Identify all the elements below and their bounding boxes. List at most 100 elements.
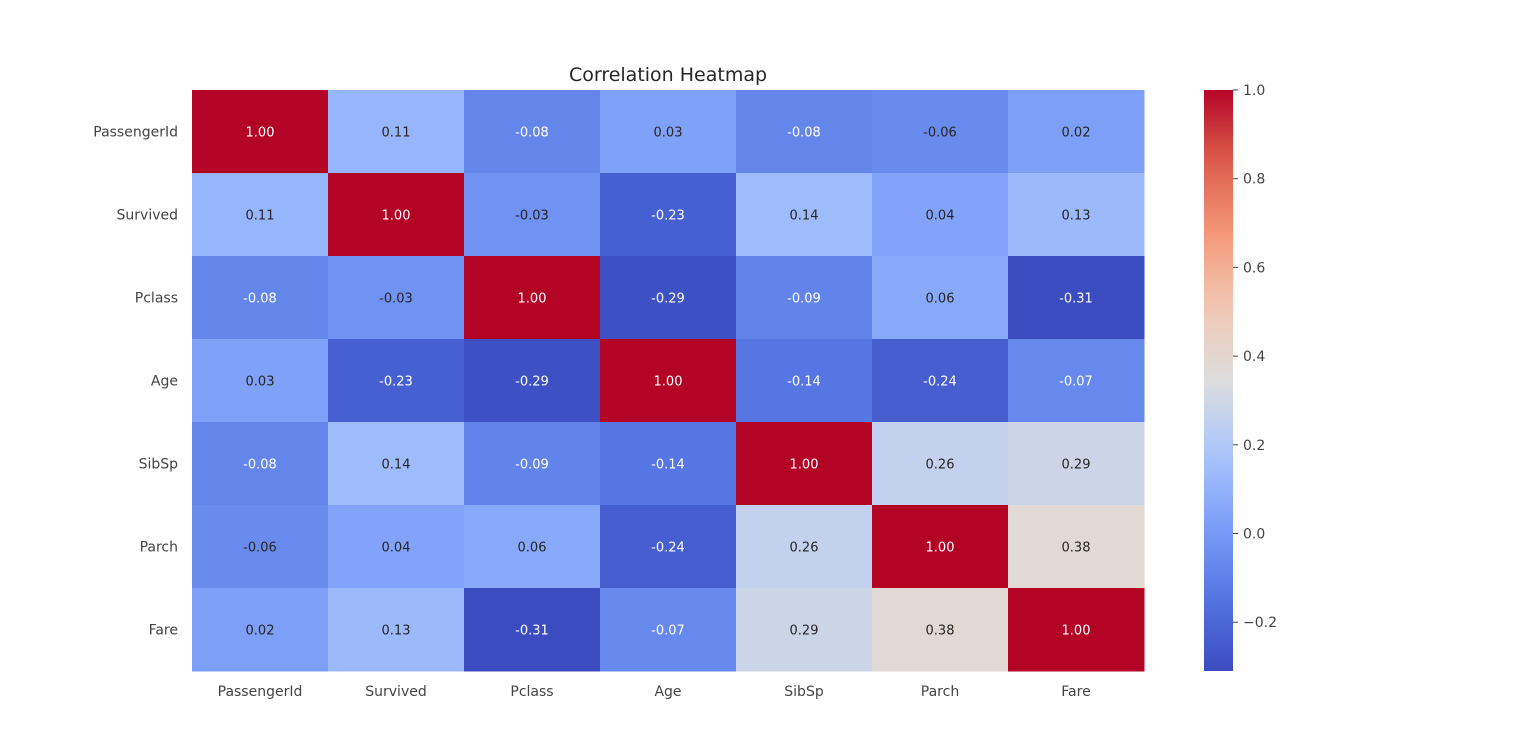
cell-value-label: 1.00 [382, 209, 411, 224]
cell-value-label: -0.31 [515, 624, 549, 639]
heatmap-cell [1008, 505, 1145, 589]
heatmap-cell [464, 588, 601, 672]
cell-value-label: 0.38 [926, 624, 955, 639]
heatmap-cell [328, 422, 465, 506]
cell-value-label: 0.29 [790, 624, 819, 639]
cell-value-label: -0.06 [243, 541, 277, 556]
y-tick-label: Age [151, 374, 178, 390]
heatmap-cell [600, 588, 737, 672]
cell-value-label: 1.00 [926, 541, 955, 556]
heatmap-cell [736, 422, 873, 506]
heatmap-cell [464, 422, 601, 506]
heatmap-cell [1008, 339, 1145, 423]
cell-value-label: 0.03 [246, 375, 275, 390]
heatmap-cell [328, 256, 465, 340]
y-tick-label: Survived [117, 208, 178, 224]
heatmap-cell [192, 256, 329, 340]
colorbar-tick-label: 0.4 [1243, 349, 1265, 365]
cell-value-label: 0.02 [1062, 126, 1091, 141]
heatmap-cell [464, 90, 601, 174]
heatmap-cell [736, 90, 873, 174]
heatmap-cell [736, 256, 873, 340]
heatmap-cell [872, 173, 1009, 257]
cell-value-label: -0.08 [243, 458, 277, 473]
heatmap-cell [328, 173, 465, 257]
heatmap-cell [872, 422, 1009, 506]
x-tick-label: Parch [921, 684, 959, 700]
heatmap-cell [464, 339, 601, 423]
cell-value-label: 1.00 [518, 292, 547, 307]
colorbar [1204, 90, 1233, 671]
x-tick-label: SibSp [784, 684, 824, 700]
heatmap-cell [192, 339, 329, 423]
colorbar-tick-label: 0.2 [1243, 438, 1265, 454]
heatmap-cell [328, 339, 465, 423]
cell-value-label: 0.11 [246, 209, 275, 224]
cell-value-label: -0.06 [923, 126, 957, 141]
heatmap-cell [464, 173, 601, 257]
cell-value-label: -0.09 [515, 458, 549, 473]
y-tick-label: Pclass [135, 291, 178, 307]
cell-value-label: 1.00 [246, 126, 275, 141]
y-tick-label: Parch [140, 540, 178, 556]
heatmap-cell [1008, 588, 1145, 672]
cell-value-label: 0.11 [382, 126, 411, 141]
x-axis-tick-labels: PassengerId Survived Pclass Age SibSp Parch Fa… [218, 684, 1091, 700]
y-tick-label: PassengerId [93, 125, 178, 141]
x-tick-label: Survived [365, 684, 426, 700]
heatmap-cell [192, 173, 329, 257]
cell-value-label: 0.02 [246, 624, 275, 639]
cell-value-label: 0.14 [382, 458, 411, 473]
cell-value-label: -0.29 [651, 292, 685, 307]
x-tick-label: PassengerId [218, 684, 303, 700]
heatmap-cell [192, 90, 329, 174]
heatmap-cell [328, 505, 465, 589]
cell-value-label: 0.04 [926, 209, 955, 224]
heatmap-cell [736, 173, 873, 257]
heatmap-cell [600, 256, 737, 340]
cell-value-label: -0.03 [379, 292, 413, 307]
chart-title: Correlation Heatmap [569, 64, 767, 86]
cell-value-label: 1.00 [790, 458, 819, 473]
heatmap-cell [736, 588, 873, 672]
heatmap-cell [600, 90, 737, 174]
colorbar-tick-label: 0.0 [1243, 527, 1265, 543]
cell-value-label: -0.23 [651, 209, 685, 224]
heatmap-cell [1008, 90, 1145, 174]
heatmap-cell [736, 339, 873, 423]
heatmap-cell [192, 422, 329, 506]
cell-value-label: -0.08 [243, 292, 277, 307]
heatmap-cell [736, 505, 873, 589]
heatmap-cell [464, 505, 601, 589]
cell-value-label: -0.23 [379, 375, 413, 390]
cell-value-label: -0.09 [787, 292, 821, 307]
y-axis-tick-labels: PassengerId Survived Pclass Age SibSp Parch Fa… [93, 125, 178, 639]
heatmap-cell [1008, 256, 1145, 340]
y-tick-label: Fare [149, 623, 178, 639]
heatmap-cell [872, 90, 1009, 174]
y-tick-label: SibSp [139, 457, 179, 473]
heatmap-cell [872, 339, 1009, 423]
heatmap-cell [872, 588, 1009, 672]
heatmap-cell [600, 173, 737, 257]
cell-value-label: -0.08 [787, 126, 821, 141]
cell-value-label: -0.14 [787, 375, 821, 390]
heatmap-cell [1008, 173, 1145, 257]
cell-value-label: -0.29 [515, 375, 549, 390]
heatmap-cells: 1.00 0.11 -0.08 0.03 -0.08 -0.06 0.02 0.11 1.00 -… [192, 90, 1145, 672]
heatmap-cell [600, 422, 737, 506]
cell-value-label: -0.14 [651, 458, 685, 473]
heatmap-cell [872, 256, 1009, 340]
cell-value-label: 1.00 [654, 375, 683, 390]
x-tick-label: Age [654, 684, 681, 700]
cell-value-label: -0.08 [515, 126, 549, 141]
heatmap-cell [1008, 422, 1145, 506]
cell-value-label: -0.24 [651, 541, 685, 556]
cell-value-label: -0.03 [515, 209, 549, 224]
cell-value-label: 0.06 [518, 541, 547, 556]
cell-value-label: -0.07 [651, 624, 685, 639]
heatmap-cell [328, 90, 465, 174]
heatmap-cell [600, 505, 737, 589]
colorbar-tick-label: −0.2 [1243, 615, 1277, 631]
